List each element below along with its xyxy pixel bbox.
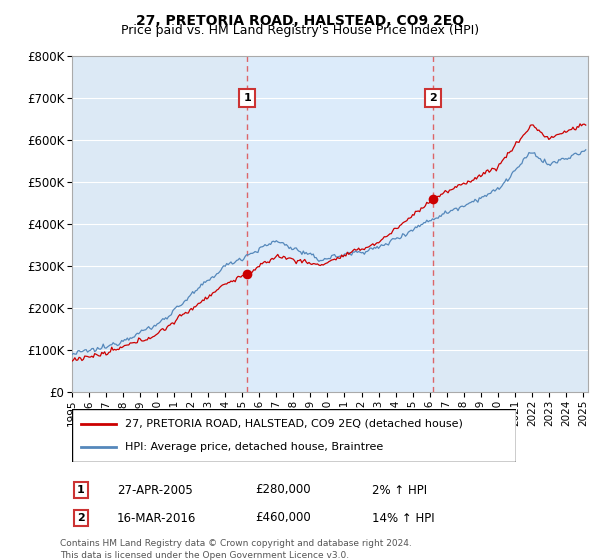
Bar (247, 56, 433, 392)
Text: 2% ↑ HPI: 2% ↑ HPI (372, 483, 427, 497)
Text: HPI: Average price, detached house, Braintree: HPI: Average price, detached house, Brai… (125, 442, 383, 452)
Text: Contains HM Land Registry data © Crown copyright and database right 2024.
This d: Contains HM Land Registry data © Crown c… (60, 539, 412, 559)
Text: 1: 1 (77, 485, 85, 495)
Text: 27, PRETORIA ROAD, HALSTEAD, CO9 2EQ: 27, PRETORIA ROAD, HALSTEAD, CO9 2EQ (136, 14, 464, 28)
Text: 27-APR-2005: 27-APR-2005 (117, 483, 193, 497)
Text: £280,000: £280,000 (255, 483, 311, 497)
Text: 14% ↑ HPI: 14% ↑ HPI (372, 511, 434, 525)
Text: Price paid vs. HM Land Registry's House Price Index (HPI): Price paid vs. HM Land Registry's House … (121, 24, 479, 37)
Text: 27, PRETORIA ROAD, HALSTEAD, CO9 2EQ (detached house): 27, PRETORIA ROAD, HALSTEAD, CO9 2EQ (de… (125, 419, 463, 429)
Text: £460,000: £460,000 (255, 511, 311, 525)
Text: 2: 2 (430, 93, 437, 103)
Text: 2: 2 (77, 513, 85, 523)
Text: 16-MAR-2016: 16-MAR-2016 (117, 511, 196, 525)
Text: 1: 1 (244, 93, 251, 103)
FancyBboxPatch shape (72, 409, 516, 462)
